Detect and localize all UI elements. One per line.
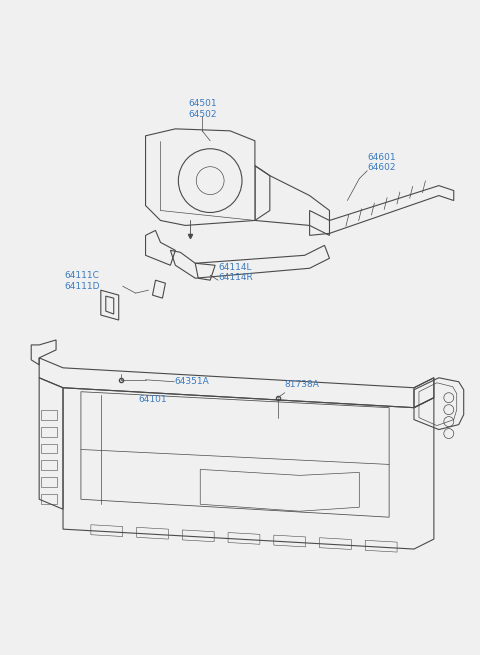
Bar xyxy=(41,477,57,487)
Text: 64101: 64101 xyxy=(139,395,167,404)
Bar xyxy=(41,409,57,420)
Text: 64601
64602: 64601 64602 xyxy=(367,153,396,172)
Text: 64114L
64114R: 64114L 64114R xyxy=(218,263,253,282)
Text: 81738A: 81738A xyxy=(285,381,320,389)
Bar xyxy=(41,495,57,504)
Bar xyxy=(41,443,57,453)
Bar xyxy=(41,426,57,436)
Bar xyxy=(41,460,57,470)
Text: 64111C
64111D: 64111C 64111D xyxy=(64,271,99,291)
Text: 64351A: 64351A xyxy=(174,377,209,386)
Text: 64501
64502: 64501 64502 xyxy=(188,99,216,119)
